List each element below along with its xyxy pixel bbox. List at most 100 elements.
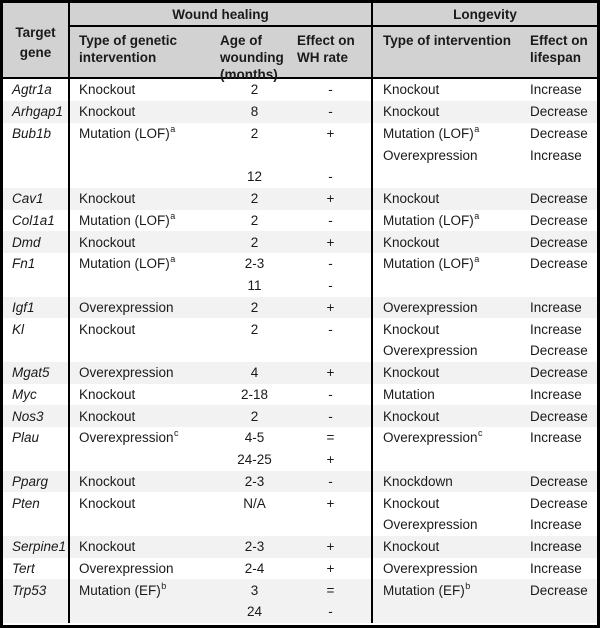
wh-age-cell: 2 12: [246, 125, 263, 185]
wh-effect-cell: +: [326, 191, 335, 207]
lg-intervention-cell: Overexpression: [383, 560, 478, 576]
gene-cell: Tert: [12, 560, 35, 576]
lg-intervention-cell: Mutation (LOF) a Overexpression: [383, 123, 480, 163]
wh-intervention-cell: Knockout: [79, 321, 136, 337]
wh-intervention-header: Type of genetic intervention: [79, 33, 178, 65]
column-divider: [371, 557, 373, 580]
column-divider: [68, 361, 70, 384]
lg-lifespan-cell: Decrease: [530, 256, 588, 272]
column-divider: [68, 3, 70, 83]
column-divider: [68, 535, 70, 558]
lg-lifespan-cell: Increase: [530, 430, 582, 446]
wh-effect-cell: --: [328, 256, 333, 294]
wh-age-cell: 4-5 24-25: [237, 430, 272, 468]
wh-age-cell: 2: [250, 408, 259, 424]
column-divider: [68, 253, 70, 297]
wh-effect-cell: -: [328, 104, 333, 120]
wh-age-cell: 2-18: [240, 386, 269, 402]
column-divider: [371, 470, 373, 493]
wh-age-cell: 2-3 11: [244, 256, 265, 294]
lg-intervention-cell: Mutation (LOF) a: [383, 210, 480, 228]
table-row: Pten Knockout N/A + Knockout Overexpression De…: [3, 492, 597, 536]
column-divider: [371, 187, 373, 210]
gene-cell: Bub1b: [12, 125, 52, 141]
column-divider: [371, 100, 373, 123]
lg-intervention-cell: Overexpression c: [383, 428, 483, 446]
wh-age-cell: 2: [250, 321, 259, 337]
wh-intervention-cell: Knockout: [79, 191, 136, 207]
lg-intervention-cell: Knockout: [383, 539, 440, 555]
wh-age-cell: 4: [250, 365, 259, 381]
table-row: Plau Overexpression c 4-5 24-25 = + Overexpress…: [3, 427, 597, 471]
gene-cell: Pparg: [12, 473, 49, 489]
lg-lifespan-cell: Decrease: [530, 212, 588, 228]
wh-intervention-cell: Knockout: [79, 234, 136, 250]
wh-age-header: Age of wounding (months): [220, 33, 284, 82]
wh-effect-cell: -: [328, 408, 333, 424]
wh-effect-cell: = -: [326, 582, 335, 620]
gene-cell: Arhgap1: [12, 104, 64, 120]
longevity-section-header: Longevity Type of intervention Effect on…: [373, 3, 597, 83]
lg-intervention-cell: Knockout Overexpression: [383, 495, 478, 533]
wh-age-cell: 3 24: [246, 582, 263, 620]
table-row: Myc Knockout 2-18 - Mutation Increase: [3, 383, 597, 406]
wh-effect-cell: +: [326, 495, 335, 511]
wh-age-cell: 2: [250, 82, 259, 98]
lg-lifespan-cell: Increase: [530, 560, 582, 576]
wh-age-cell: 2: [250, 234, 259, 250]
table-row: Col1a1 Mutation (LOF) a 2 - Mutation (LOF) a De…: [3, 209, 597, 232]
lg-intervention-cell: Knockout: [383, 191, 440, 207]
lg-lifespan-cell: Increase: [530, 386, 582, 402]
column-divider: [371, 579, 373, 623]
column-divider: [68, 557, 70, 580]
table-row: Igf1 Overexpression 2 + Overexpression Increa…: [3, 296, 597, 319]
column-divider: [371, 427, 373, 471]
table-row: Serpine1 Knockout 2-3 + Knockout Increase: [3, 535, 597, 558]
table-row: Cav1 Knockout 2 + Knockout Decrease: [3, 187, 597, 210]
wh-effect-cell: +: [326, 365, 335, 381]
lg-lifespan-cell: Increase: [530, 299, 582, 315]
gene-cell: Pten: [12, 495, 40, 511]
wh-intervention-cell: Overexpression: [79, 299, 174, 315]
column-divider: [371, 253, 373, 297]
lg-intervention-cell: Knockout: [383, 365, 440, 381]
wh-effect-cell: -: [328, 386, 333, 402]
gene-cell: Trp53: [12, 582, 47, 598]
column-divider: [68, 209, 70, 232]
lg-intervention-cell: Knockout: [383, 408, 440, 424]
lg-intervention-cell: Knockout: [383, 234, 440, 250]
wh-effect-cell: -: [328, 82, 333, 98]
wh-intervention-cell: Knockout: [79, 82, 136, 98]
wh-intervention-cell: Overexpression: [79, 365, 174, 381]
column-divider: [371, 405, 373, 427]
wh-age-cell: 2: [250, 191, 259, 207]
wh-effect-cell: -: [328, 473, 333, 489]
wh-intervention-cell: Knockout: [79, 408, 136, 424]
column-divider: [371, 361, 373, 384]
wh-age-cell: 8: [250, 104, 259, 120]
column-divider: [68, 492, 70, 536]
wh-effect-cell: +: [326, 560, 335, 576]
gene-cell: Fn1: [12, 256, 36, 272]
wh-age-cell: 2-4: [244, 560, 265, 576]
table-row: Kl Knockout 2 - Knockout Overexpression Increa…: [3, 318, 597, 362]
column-divider: [68, 231, 70, 253]
table-row: Nos3 Knockout 2 - Knockout Decrease: [3, 405, 597, 427]
lg-intervention-cell: Knockout: [383, 82, 440, 98]
wh-effect-cell: +: [326, 539, 335, 555]
table-row: Dmd Knockout 2 + Knockout Decrease: [3, 231, 597, 253]
wh-intervention-cell: Mutation (EF) b: [79, 580, 167, 598]
table-row: Pparg Knockout 2-3 - Knockdown Decrease: [3, 470, 597, 493]
gene-cell: Mgat5: [12, 365, 50, 381]
table-row: Fn1 Mutation (LOF) a 2-3 11 - - Mutation (LOF) a…: [3, 253, 597, 297]
column-divider: [68, 383, 70, 406]
section-divider: [371, 3, 373, 83]
gene-cell: Cav1: [12, 191, 44, 207]
target-gene-header: Target gene: [15, 25, 56, 60]
lg-intervention-cell: Knockout: [383, 104, 440, 120]
column-divider: [68, 318, 70, 362]
lg-lifespan-cell: Decrease: [530, 191, 588, 207]
lg-lifespan-cell: Increase Decrease: [530, 321, 588, 359]
table-body: Agtr1a Knockout 2 - Knockout Increase Arhgap1 K…: [3, 79, 597, 623]
lg-intervention-cell: Knockout Overexpression: [383, 321, 478, 359]
